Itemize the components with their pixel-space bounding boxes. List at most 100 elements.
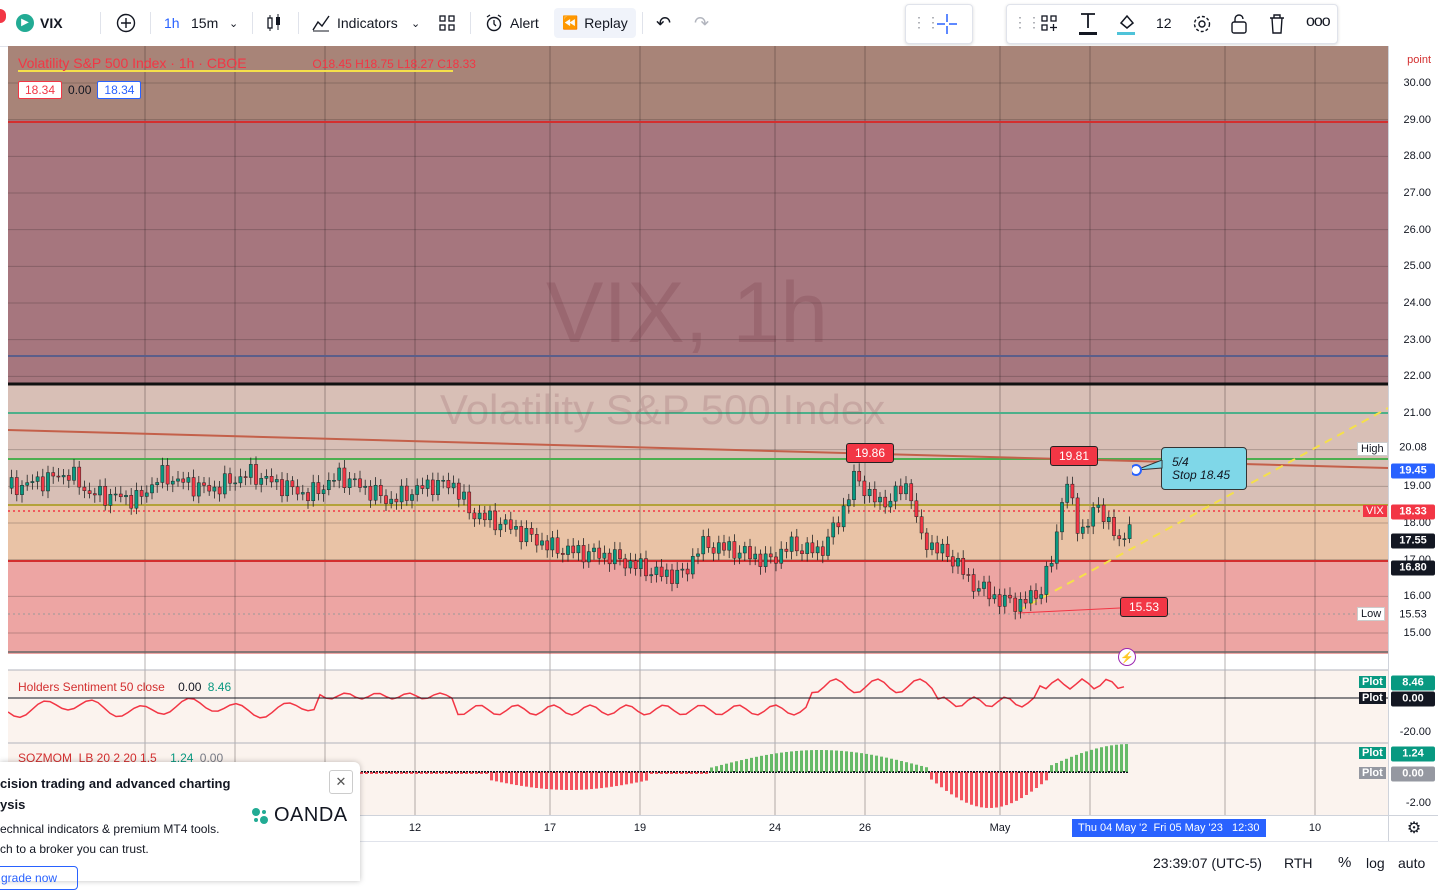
price-axis[interactable]: point 30.00 29.00 28.00 27.00 26.00 25.00 24.0… — [1357, 46, 1438, 820]
level-badge-2: 16.80 — [1391, 560, 1435, 576]
candle-body — [472, 512, 477, 520]
momentum-bar — [540, 772, 543, 789]
candle-body — [212, 486, 217, 492]
momentum-value-1: 1.24 — [170, 751, 194, 765]
drag-handle-icon[interactable]: ⋮⋮ — [912, 14, 940, 30]
note-pointer — [1132, 460, 1163, 476]
low-callout[interactable]: 15.53 — [1120, 597, 1169, 617]
momentum-bar — [780, 752, 783, 772]
momentum-bar — [825, 750, 828, 772]
momentum-bar — [765, 754, 768, 772]
momentum-bar — [385, 772, 388, 774]
candle-body — [649, 574, 654, 577]
replay-button[interactable]: ⏪ Replay — [554, 8, 636, 38]
undo-button[interactable]: ↶ — [656, 8, 671, 38]
bid-button[interactable]: 18.34 — [18, 81, 63, 99]
oanda-ad-popup: cision trading and advanced charting ysi… — [0, 762, 360, 890]
log-toggle[interactable]: log — [1366, 855, 1385, 871]
candle-body — [493, 510, 498, 531]
momentum-bar — [635, 772, 638, 783]
candle-body — [831, 522, 836, 538]
price-label: 24.00 — [1403, 297, 1431, 309]
momentum-bar — [645, 772, 648, 781]
alert-button[interactable]: Alert — [484, 8, 539, 38]
high-callout-1[interactable]: 19.86 — [846, 443, 895, 463]
momentum-bar — [550, 772, 553, 790]
momentum-bar — [955, 772, 958, 798]
symbol-tag: VIX — [1363, 505, 1387, 517]
ad-cta-button[interactable]: grade now — [0, 866, 78, 890]
drag-handle-icon[interactable]: ⋮⋮ — [1013, 14, 1041, 30]
sentiment-label: Holders Sentiment 50 close — [18, 680, 165, 694]
stroke-width-value[interactable]: 12 — [1156, 15, 1172, 31]
chart-pane[interactable]: VIX, 1h Volatility S&P 500 Index Volatil… — [8, 46, 1388, 820]
axis-settings-button[interactable]: ⚙ — [1388, 815, 1438, 842]
template-grid-icon[interactable] — [1040, 14, 1058, 32]
trash-icon[interactable] — [1268, 13, 1286, 35]
candle-body — [566, 545, 570, 555]
candle-body — [1106, 517, 1111, 522]
momentum-legend[interactable]: SQZMOM_LB 20 2 20 1.5 1.24 0.00 — [18, 751, 223, 765]
session-toggle[interactable]: RTH — [1284, 855, 1313, 871]
low-pointer-line — [1017, 607, 1121, 614]
ad-close-button[interactable]: ✕ — [329, 770, 353, 794]
more-icon[interactable]: ooo — [1306, 13, 1331, 30]
time-label-19: 19 — [633, 822, 647, 834]
redo-button[interactable]: ↷ — [694, 8, 709, 38]
momentum-bar — [1050, 765, 1053, 772]
price-label: 28.00 — [1403, 150, 1431, 163]
fill-color-icon[interactable] — [1115, 11, 1137, 37]
sentiment-axis-label: -20.00 — [1399, 726, 1431, 738]
candle-body — [1127, 524, 1132, 539]
interval-1h[interactable]: 1h — [164, 15, 180, 31]
high-callout-2[interactable]: 19.81 — [1050, 446, 1099, 466]
interval-15m[interactable]: 15m — [191, 15, 219, 31]
candle-body — [644, 558, 648, 577]
ask-button[interactable]: 18.34 — [97, 81, 142, 99]
auto-toggle[interactable]: auto — [1398, 855, 1426, 871]
chart-type-button[interactable] — [265, 8, 283, 38]
momentum-bar — [630, 772, 633, 784]
momentum-bar — [1090, 749, 1093, 772]
crosshair-icon[interactable] — [936, 13, 958, 35]
candle-body — [961, 557, 966, 575]
candle-body — [602, 552, 607, 559]
momentum-plot-2: 0.00 — [1391, 766, 1435, 782]
sentiment-legend[interactable]: Holders Sentiment 50 close 0.00 8.46 — [18, 680, 231, 694]
candle-body — [763, 553, 768, 567]
candle-body — [1112, 517, 1116, 536]
momentum-bar — [365, 772, 368, 774]
momentum-plot-1: 1.24 — [1391, 746, 1435, 762]
lightning-icon[interactable]: ⚡ — [1118, 648, 1136, 666]
candle-body — [1101, 504, 1106, 522]
candle-body — [347, 478, 352, 488]
momentum-bar — [1030, 772, 1033, 792]
text-color-icon[interactable] — [1077, 11, 1099, 37]
candle-body — [659, 566, 664, 577]
stop-note-callout[interactable]: 5/4 Stop 18.45 — [1161, 447, 1247, 490]
indicators-dropdown[interactable]: ⌄ — [411, 8, 420, 38]
clock[interactable]: 23:39:07 (UTC-5) — [1153, 855, 1262, 871]
price-label: 18.00 — [1403, 517, 1431, 529]
unlock-icon[interactable] — [1230, 13, 1248, 35]
candle-body — [274, 479, 279, 483]
momentum-bar — [740, 760, 743, 772]
momentum-bar — [520, 772, 523, 786]
candle-body — [612, 549, 617, 565]
legend-title[interactable]: Volatility S&P 500 Index · 1h · CBOE — [18, 55, 247, 71]
indicators-button[interactable]: Indicators — [311, 8, 398, 38]
symbol-search[interactable]: ▶ VIX — [16, 8, 63, 38]
momentum-bar — [435, 772, 438, 774]
time-label-may: May — [989, 822, 1011, 834]
percent-toggle[interactable]: % — [1338, 854, 1352, 871]
momentum-bar — [860, 753, 863, 772]
momentum-bar — [405, 772, 408, 774]
compare-button[interactable] — [116, 8, 136, 38]
candle-body — [545, 540, 550, 551]
layout-button[interactable] — [438, 8, 456, 38]
momentum-bar — [730, 762, 733, 772]
candle-body — [524, 528, 529, 543]
interval-dropdown[interactable]: ⌄ — [229, 8, 238, 38]
sentiment-plot-tag-2: Plot — [1359, 692, 1386, 704]
settings-gear-icon[interactable] — [1192, 14, 1212, 34]
